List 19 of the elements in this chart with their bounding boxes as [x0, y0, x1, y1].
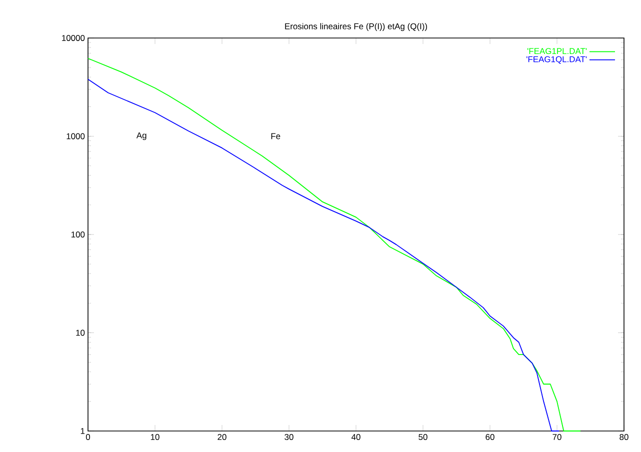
y-tick-label: 10000	[62, 35, 85, 41]
x-tick-label: 60	[486, 434, 494, 440]
x-tick-label: 20	[218, 434, 226, 440]
x-tick-label: 0	[86, 434, 90, 440]
legend-label: 'FEAG1QL.DAT'	[526, 56, 587, 64]
chart-title: Erosions lineaires Fe (P(I)) etAg (Q(I))	[285, 23, 427, 31]
y-tick-label: 10	[76, 330, 85, 336]
annotation: Fe	[271, 133, 280, 140]
annotation: Ag	[136, 132, 146, 140]
legend-label: 'FEAG1PL.DAT'	[527, 48, 587, 54]
y-tick-label: 1	[80, 428, 85, 434]
x-tick-label: 30	[284, 434, 294, 440]
x-tick-label: 40	[351, 434, 360, 440]
x-tick-label: 10	[150, 434, 160, 440]
y-tick-label: 100	[71, 232, 85, 238]
x-tick-label: 70	[552, 434, 562, 440]
x-tick-label: 80	[620, 434, 628, 440]
y-tick-label: 1000	[66, 133, 85, 140]
x-tick-label: 50	[418, 434, 428, 440]
